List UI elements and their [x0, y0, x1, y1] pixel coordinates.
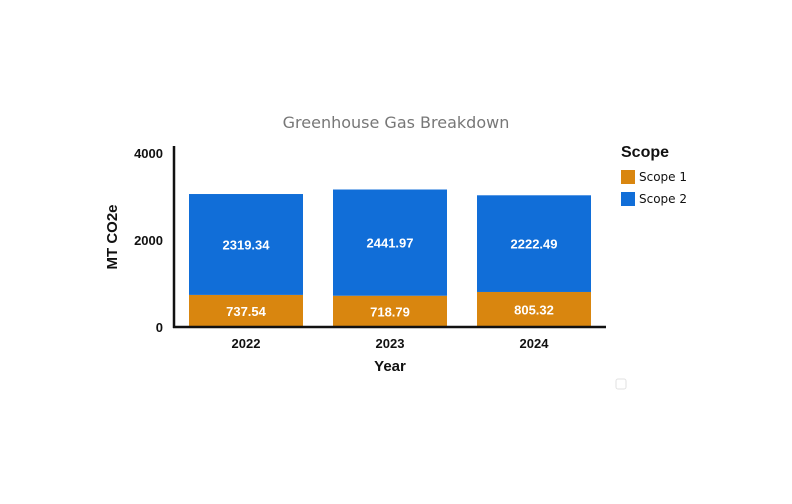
data-label-scope-1-2022: 737.54 — [226, 304, 267, 319]
bar-scope-2-2022 — [189, 194, 303, 295]
data-label-scope-1-2024: 805.32 — [514, 302, 554, 317]
bar-scope-1-2022 — [189, 294, 303, 327]
legend-title: Scope — [621, 144, 669, 161]
data-label-scope-2-2022: 2319.34 — [223, 237, 271, 252]
legend-swatch-scope-2 — [621, 192, 635, 206]
legend-swatch-scope-1 — [621, 170, 635, 184]
legend: Scope Scope 1 Scope 2 — [621, 144, 687, 206]
legend-label-scope-2: Scope 2 — [639, 192, 687, 206]
x-tick-label: 2023 — [376, 336, 405, 351]
y-axis-label: MT CO2e — [104, 204, 121, 269]
bar-scope-1-2024 — [477, 291, 591, 327]
data-label-scope-2-2023: 2441.97 — [367, 236, 414, 251]
x-tick-label: 2022 — [232, 336, 261, 351]
y-tick-label: 2000 — [134, 233, 163, 248]
data-label-scope-2-2024: 2222.49 — [511, 237, 558, 252]
bar-scope-1-2023 — [333, 295, 447, 327]
x-tick-label: 2024 — [520, 336, 550, 351]
bar-scope-2-2023 — [333, 189, 447, 296]
x-tick-labels: 2022 2023 2024 — [232, 336, 550, 351]
y-tick-label: 0 — [156, 320, 163, 335]
bars-group — [189, 189, 591, 327]
y-tick-label: 4000 — [134, 146, 163, 161]
x-axis-label: Year — [374, 358, 406, 375]
chart-title: Greenhouse Gas Breakdown — [283, 113, 510, 132]
legend-label-scope-1: Scope 1 — [639, 170, 687, 184]
data-label-scope-1-2023: 718.79 — [370, 304, 410, 319]
bar-labels-group: 737.54 2319.34 718.79 2441.97 805.32 2222.49 — [223, 236, 558, 320]
y-tick-labels: 0 2000 4000 — [134, 146, 163, 335]
faint-checkbox-icon — [615, 378, 627, 390]
bar-scope-2-2024 — [477, 195, 591, 292]
